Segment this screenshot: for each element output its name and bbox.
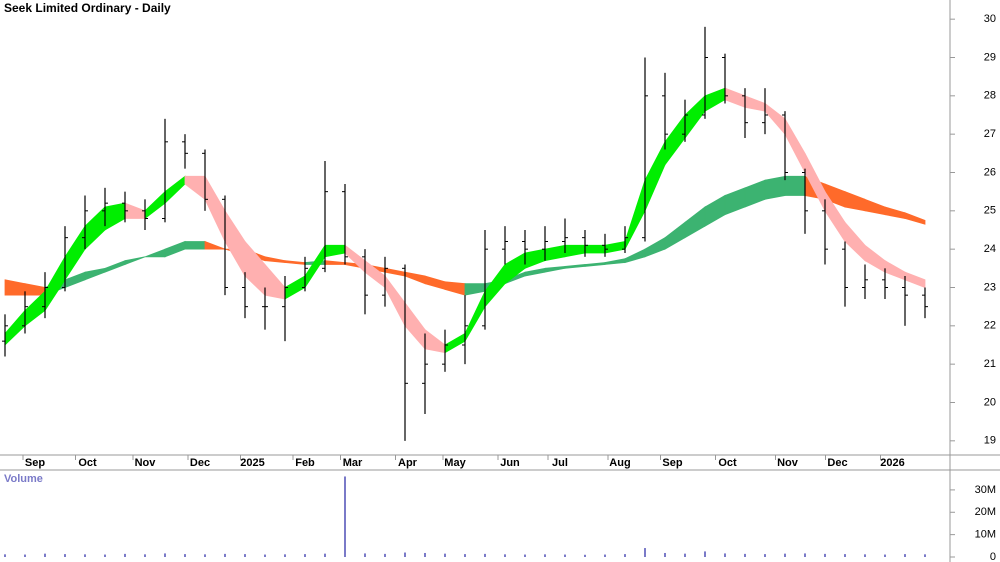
volume-bar [724,553,726,557]
volume-tick-label: 10M [975,529,996,541]
x-tick-label: Feb [295,457,315,469]
x-tick-label: Apr [398,457,418,469]
y-tick-label: 22 [984,320,996,332]
volume-bar [364,553,366,557]
volume-tick-label: 20M [975,506,996,518]
volume-bar [884,554,886,557]
volume-bar [644,548,646,557]
volume-bar [344,476,346,557]
volume-bar [704,551,706,557]
volume-bar [664,552,666,557]
y-tick-label: 28 [984,90,996,102]
volume-bar [524,554,526,557]
volume-bar [44,553,46,557]
x-tick-label: Oct [78,457,97,469]
volume-bar [844,554,846,557]
volume-bar [164,553,166,557]
volume-bar [824,553,826,557]
volume-bar [764,554,766,557]
volume-bar [324,553,326,557]
volume-bar [804,553,806,557]
volume-bar [204,554,206,557]
volume-bar [104,554,106,557]
volume-bar [244,554,246,557]
volume-bar [744,553,746,557]
y-tick-label: 19 [984,435,996,447]
volume-bar [604,554,606,557]
x-tick-label: Sep [25,457,45,469]
volume-bar [904,554,906,557]
volume-bar [404,552,406,557]
volume-bar [144,554,146,557]
y-tick-label: 26 [984,166,996,178]
volume-bar [464,554,466,557]
volume-bar [224,553,226,557]
volume-bar [564,554,566,557]
volume-bar [64,554,66,557]
volume-bar [584,554,586,557]
volume-bar [684,553,686,557]
x-tick-label: Dec [827,457,847,469]
x-tick-label: Oct [718,457,737,469]
volume-bar [784,553,786,557]
y-tick-label: 25 [984,205,996,217]
ribbon-segment [124,256,146,266]
ribbon-segment [784,175,806,196]
chart-title: Seek Limited Ordinary - Daily [4,1,171,15]
x-tick-label: Aug [609,457,630,469]
y-tick-label: 21 [984,358,996,370]
volume-bar [384,553,386,557]
volume-bar [84,554,86,557]
y-tick-label: 30 [984,13,996,25]
x-tick-label: Sep [662,457,682,469]
x-tick-label: Nov [777,457,799,469]
ribbon-segment [764,175,786,200]
x-tick-label: Mar [343,457,363,469]
volume-tick-label: 30M [975,484,996,496]
y-tick-label: 29 [984,51,996,63]
ribbon-segment [584,244,606,254]
y-tick-label: 20 [984,396,996,408]
y-tick-label: 27 [984,128,996,140]
volume-bar [504,554,506,557]
volume-bar [444,553,446,557]
ribbon-segment [904,212,926,225]
volume-bar [24,554,26,557]
volume-bar [864,554,866,557]
x-tick-label: 2025 [240,457,264,469]
volume-bar [184,554,186,557]
volume-bar [924,554,926,557]
ribbon-segment [184,241,206,250]
ribbon-segment [204,240,226,250]
volume-bar [304,554,306,557]
x-tick-label: Jun [500,457,520,469]
volume-title: Volume [4,473,43,485]
y-tick-label: 23 [984,281,996,293]
volume-bar [544,554,546,557]
volume-bar [284,554,286,557]
volume-bar [264,554,266,557]
x-tick-label: 2026 [880,457,904,469]
volume-bar [424,552,426,557]
x-tick-label: May [444,457,466,469]
volume-tick-label: 0 [990,551,996,562]
volume-bar [484,553,486,557]
volume-bar [4,554,6,557]
volume-bar [124,553,126,557]
volume-bar [624,554,626,557]
x-tick-label: Jul [552,457,568,469]
x-tick-label: Nov [135,457,157,469]
y-tick-label: 24 [984,243,996,255]
x-tick-label: Dec [190,457,210,469]
